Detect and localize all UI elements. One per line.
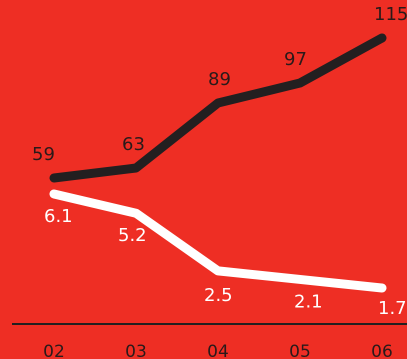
- x-tick-label: 03: [125, 342, 147, 359]
- series-1-data-label: 115: [374, 4, 407, 25]
- x-tick-label: 04: [207, 342, 229, 359]
- series-2-data-label: 2.1: [294, 291, 323, 312]
- series-1-data-label: 89: [208, 69, 231, 90]
- series-2-line: [49, 189, 387, 293]
- x-tick-label: 05: [289, 342, 311, 359]
- x-tick-layer: 02 03 04 05 06: [43, 342, 393, 359]
- series-2-data-label: 5.2: [118, 225, 147, 246]
- x-tick-label: 02: [43, 342, 65, 359]
- series-2-data-label: 2.5: [204, 285, 233, 306]
- data-label-layer: 59 63 89 97 115 6.1 5.2 2.5 2.1 1.7: [32, 4, 407, 319]
- series-1-data-label: 97: [284, 49, 307, 70]
- series-2-data-label: 6.1: [44, 206, 73, 227]
- series-2-data-label: 1.7: [378, 298, 407, 319]
- series-1-data-label: 59: [32, 144, 55, 165]
- series-1-data-label: 63: [122, 134, 145, 155]
- x-tick-label: 06: [371, 342, 393, 359]
- series-layer: [49, 33, 387, 293]
- series-1-line: [49, 33, 387, 183]
